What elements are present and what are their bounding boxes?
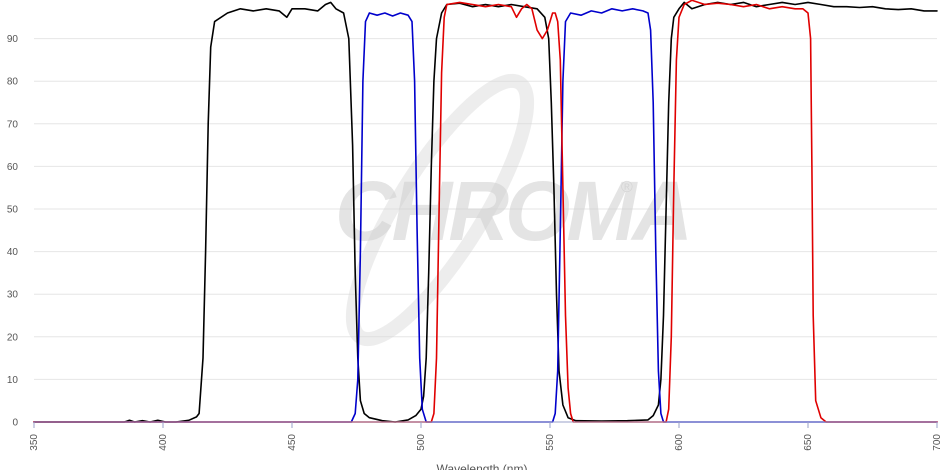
- x-tick-label: 550: [545, 434, 556, 451]
- x-tick-label: 650: [803, 434, 814, 451]
- x-tick-label: 700: [932, 434, 943, 451]
- series-line-2: [33, 8, 938, 423]
- axes: 0 10 20 30 40 50 60 70 80 90 350 400 450 500 550 600 650…: [7, 34, 943, 451]
- x-tick-label: 400: [158, 434, 169, 451]
- series-line-3: [33, 0, 938, 423]
- y-tick-label: 40: [7, 247, 19, 258]
- y-tick-label: 80: [7, 77, 19, 88]
- y-tick-label: 10: [7, 375, 19, 386]
- x-tick-label: 600: [674, 434, 685, 451]
- gridlines: [34, 38, 937, 380]
- watermark-swoosh: [345, 73, 535, 347]
- watermark-registered-mark: ®: [621, 179, 633, 196]
- y-tick-label: 90: [7, 34, 19, 45]
- x-tick-label: 500: [416, 434, 427, 451]
- chroma-watermark: CHROMA ®: [335, 73, 693, 347]
- watermark-text: CHROMA: [335, 164, 689, 258]
- x-tick-label: 350: [29, 434, 40, 451]
- x-axis-title: Wavelength (nm): [437, 462, 528, 470]
- y-tick-label: 50: [7, 205, 19, 216]
- y-tick-label: 60: [7, 162, 19, 173]
- y-tick-label: 0: [12, 418, 18, 429]
- x-tick-label: 450: [287, 434, 298, 451]
- y-tick-label: 20: [7, 332, 19, 343]
- y-tick-label: 30: [7, 290, 19, 301]
- series-lines: [33, 0, 938, 423]
- y-tick-label: 70: [7, 119, 19, 130]
